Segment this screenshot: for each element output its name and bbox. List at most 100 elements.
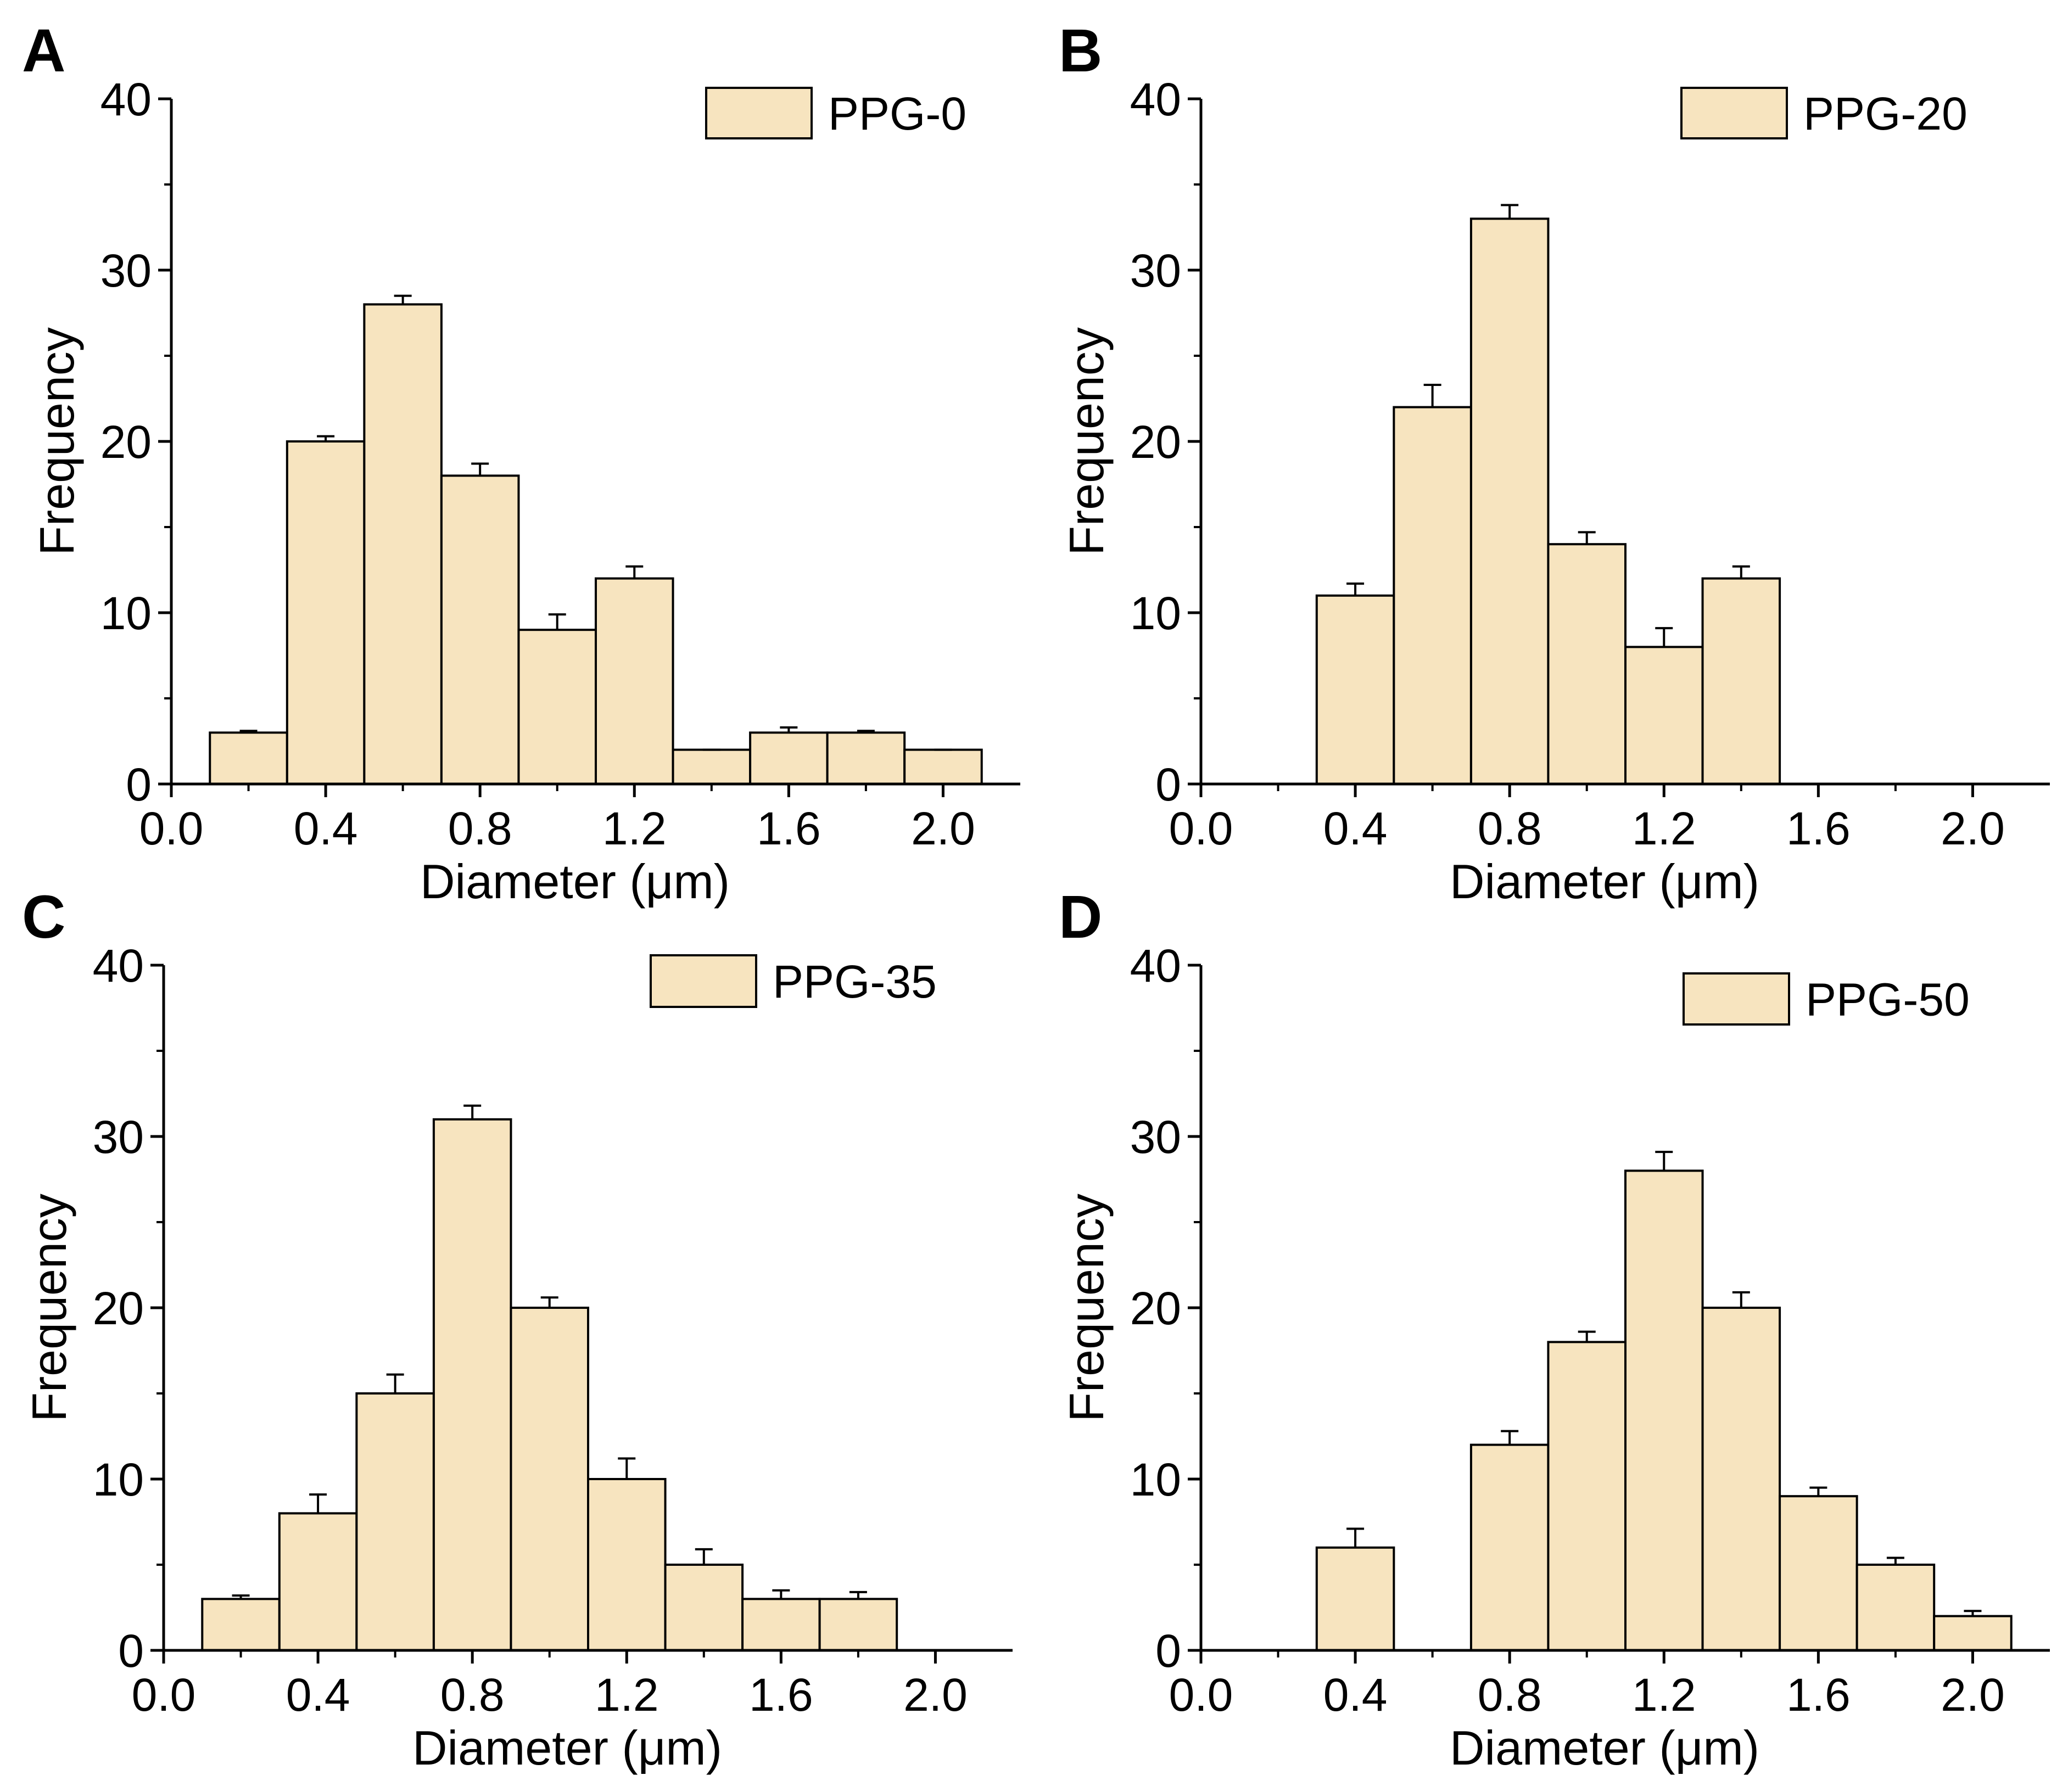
y-tick-label: 30	[100, 245, 152, 296]
x-tick-label: 1.2	[1632, 803, 1696, 854]
histogram-bar	[510, 1307, 589, 1651]
histogram-bar	[903, 748, 983, 785]
x-tick-label: 1.2	[1632, 1669, 1696, 1721]
x-tick-label: 1.2	[595, 1669, 659, 1721]
legend-label: PPG-0	[828, 88, 966, 139]
chart-panel-a: A 0 10 20 30 40 0.0 0.4 0.8 1.2 1.6 2.0 Diameter (μm…	[22, 17, 1020, 909]
histogram-bar	[1933, 1615, 2013, 1652]
y-tick-label: 30	[1130, 245, 1181, 296]
histogram-bar	[1469, 217, 1550, 785]
y-tick-label: 10	[100, 587, 152, 639]
y-tick-label: 0	[118, 1625, 144, 1677]
y-tick-label: 10	[1130, 587, 1181, 639]
y-tick-label: 0	[1155, 1625, 1181, 1677]
x-tick-label: 2.0	[1941, 1669, 2005, 1721]
x-tick-label: 0.8	[448, 803, 512, 854]
histogram-bar	[1779, 1495, 1858, 1651]
histogram-bar	[826, 731, 906, 786]
histogram-bar	[1701, 1307, 1781, 1651]
y-tick-label: 20	[93, 1283, 144, 1334]
legend-label: PPG-20	[1803, 88, 1968, 139]
histogram-bar	[363, 303, 443, 785]
y-tick-label: 40	[100, 74, 152, 125]
chart-panel-d: D 0 10 20 30 40 0.0 0.4 0.8 1.2 1.6 2.0 Diameter (μm…	[1059, 883, 2050, 1775]
histogram-bar	[1547, 1341, 1627, 1651]
histogram-bar	[1469, 1443, 1550, 1652]
chart-panel-b: B 0 10 20 30 40 0.0 0.4 0.8 1.2 1.6 2.0 Diameter (μm…	[1059, 17, 2050, 909]
y-axis-label: Frequency	[30, 327, 84, 556]
legend-swatch	[1680, 87, 1788, 139]
x-tick-label: 0.4	[1323, 1669, 1388, 1721]
legend-swatch	[1683, 972, 1790, 1026]
y-tick-label: 20	[1130, 416, 1181, 468]
y-tick-label: 0	[1155, 759, 1181, 810]
x-axis-label: Diameter (μm)	[412, 1721, 722, 1775]
x-tick-label: 1.6	[757, 803, 821, 854]
x-tick-label: 0.0	[1169, 803, 1233, 854]
x-tick-label: 2.0	[903, 1669, 968, 1721]
chart-panel-c: C 0 10 20 30 40 0.0 0.4 0.8 1.2 1.6 2.0 Diameter (μm…	[22, 883, 1013, 1775]
histogram-bar	[818, 1598, 898, 1651]
y-tick-label: 30	[93, 1111, 144, 1163]
y-axis-label: Frequency	[1059, 327, 1114, 556]
histogram-bar	[517, 629, 597, 785]
x-tick-label: 1.6	[749, 1669, 813, 1721]
x-axis-label: Diameter (μm)	[1450, 1721, 1759, 1775]
y-tick-label: 30	[1130, 1111, 1181, 1163]
panel-letter: D	[1059, 883, 1102, 951]
histogram-bar	[1547, 543, 1627, 785]
histogram-bar	[1701, 577, 1781, 785]
histogram-bar	[741, 1598, 821, 1651]
x-tick-label: 0.4	[286, 1669, 350, 1721]
histogram-bar	[201, 1598, 281, 1651]
histogram-bar	[672, 748, 752, 785]
x-tick-label: 0.4	[294, 803, 358, 854]
histogram-bar	[1315, 594, 1395, 786]
x-tick-label: 1.2	[602, 803, 667, 854]
histogram-bar	[1624, 1169, 1704, 1651]
histogram-bar	[1315, 1546, 1395, 1652]
y-tick-label: 20	[100, 416, 152, 468]
y-tick-label: 10	[1130, 1454, 1181, 1505]
histogram-bar	[432, 1118, 512, 1652]
x-tick-label: 2.0	[911, 803, 975, 854]
x-tick-label: 0.0	[1169, 1669, 1233, 1721]
histogram-bar	[278, 1512, 358, 1651]
histogram-bar	[1393, 406, 1472, 785]
x-tick-label: 1.6	[1786, 803, 1851, 854]
legend-swatch	[705, 87, 813, 139]
x-tick-label: 2.0	[1941, 803, 2005, 854]
histogram-bar	[355, 1392, 435, 1651]
x-axis-label: Diameter (μm)	[1450, 854, 1759, 909]
x-tick-label: 1.6	[1786, 1669, 1851, 1721]
histogram-bar	[1855, 1564, 1936, 1651]
y-tick-label: 40	[93, 940, 144, 992]
histogram-bar	[587, 1478, 667, 1651]
histogram-bar	[595, 577, 674, 785]
x-tick-label: 0.4	[1323, 803, 1388, 854]
histogram-bar	[1624, 646, 1704, 786]
x-tick-label: 0.8	[440, 1669, 505, 1721]
panel-letter: A	[22, 17, 65, 85]
y-tick-label: 40	[1130, 74, 1181, 125]
y-tick-label: 10	[93, 1454, 144, 1505]
x-tick-label: 0.8	[1478, 803, 1542, 854]
histogram-bar	[664, 1564, 744, 1651]
panel-letter: B	[1059, 17, 1102, 85]
x-tick-label: 0.0	[139, 803, 204, 854]
histogram-bar	[209, 731, 288, 786]
x-axis-label: Diameter (μm)	[420, 854, 730, 909]
y-axis-label: Frequency	[22, 1194, 76, 1422]
legend-swatch	[650, 954, 757, 1008]
histogram-bar	[440, 474, 520, 785]
x-tick-label: 0.0	[132, 1669, 196, 1721]
y-tick-label: 40	[1130, 940, 1181, 992]
y-axis-label: Frequency	[1059, 1194, 1114, 1422]
panel-letter: C	[22, 883, 65, 951]
y-tick-label: 0	[126, 759, 152, 810]
y-tick-label: 20	[1130, 1283, 1181, 1334]
histogram-bar	[286, 440, 366, 785]
legend-label: PPG-35	[773, 956, 937, 1007]
x-tick-label: 0.8	[1478, 1669, 1542, 1721]
